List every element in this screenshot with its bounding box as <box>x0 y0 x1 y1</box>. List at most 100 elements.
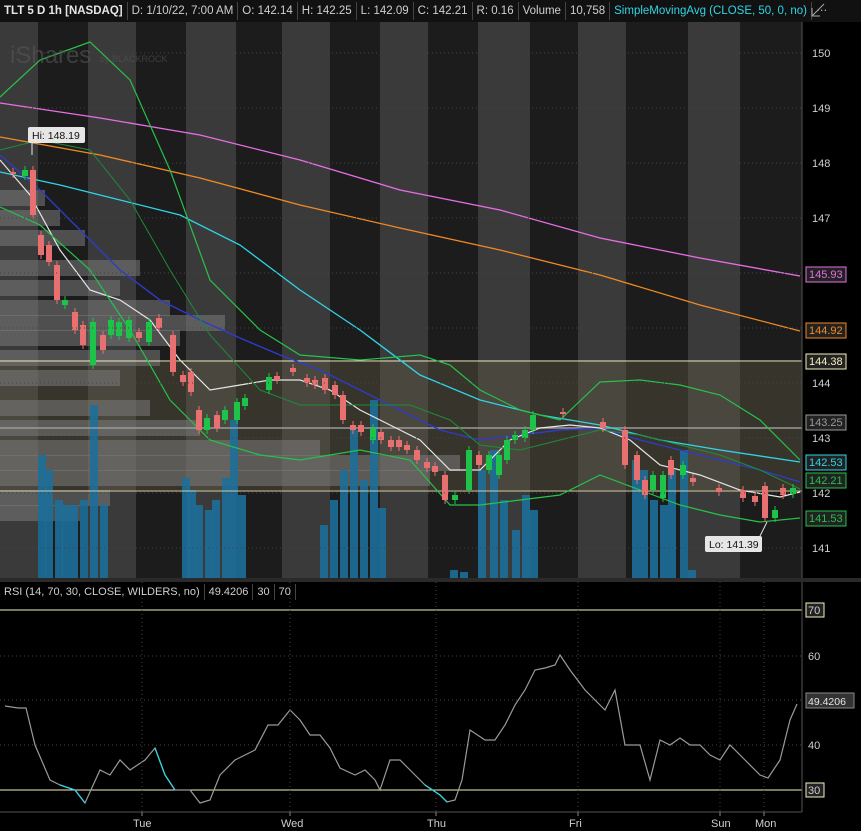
volume-bar <box>378 508 386 578</box>
volume-bar <box>38 455 46 578</box>
sma-study-label[interactable]: SimpleMovingAvg (CLOSE, 50, 0, no) <box>610 2 812 20</box>
hi-label: Hi: 148.19 <box>28 127 85 155</box>
candle-body <box>180 375 186 382</box>
session-band <box>282 22 330 578</box>
volume-label[interactable]: Volume <box>519 2 566 20</box>
candle-body <box>290 368 296 372</box>
rsi-header: RSI (14, 70, 30, CLOSE, WILDERS, no) 49.… <box>0 583 296 601</box>
candle-body <box>188 372 194 392</box>
candle-body <box>146 322 152 342</box>
volume-bar <box>62 505 70 578</box>
volume-bar <box>100 505 108 578</box>
profile-bar <box>0 260 140 276</box>
volume-bar <box>340 470 348 578</box>
price-marker-box <box>805 266 847 283</box>
candle-body <box>54 265 60 300</box>
rsi-study-label[interactable]: RSI (14, 70, 30, CLOSE, WILDERS, no) <box>0 584 205 600</box>
volume-value: 10,758 <box>566 2 611 20</box>
ellipsis-menu-icon[interactable]: ⋯ <box>815 5 828 17</box>
bar-range: R: 0.16 <box>473 2 519 20</box>
profile-bar <box>0 370 120 386</box>
volume-bar <box>222 478 230 578</box>
price-axis[interactable]: 150149148147146145144143142141 <box>0 48 830 555</box>
volume-bar <box>500 500 508 578</box>
ma-pink <box>0 102 801 277</box>
rsi-level-low: 30 <box>253 584 275 600</box>
candle-body <box>530 415 536 430</box>
volume-bar <box>350 430 358 578</box>
session-band <box>428 22 478 578</box>
volume-bar <box>530 510 538 578</box>
rsi-tick-label: 60 <box>808 651 820 663</box>
candle-body <box>522 430 528 438</box>
price-marker-box <box>805 353 847 370</box>
rsi-axis[interactable]: 70 60 40 30 <box>805 602 825 798</box>
volume-bar <box>70 505 78 578</box>
volume-bar <box>320 525 328 578</box>
candle-body <box>90 322 96 365</box>
volume-bar <box>238 495 246 578</box>
expand-icon[interactable] <box>811 3 825 17</box>
time-axis[interactable]: Tue Wed Thu Fri Sun Mon <box>133 582 776 830</box>
volume-bar <box>90 405 98 578</box>
candle-body <box>156 318 162 328</box>
panel-separator[interactable] <box>0 578 861 582</box>
time-tick-label: Sun <box>711 818 731 830</box>
price-marker-label: 144.38 <box>809 356 843 368</box>
candle-body <box>116 322 122 336</box>
volume-bar <box>55 500 63 578</box>
chart-header: TLT 5 D 1h [NASDAQ] D: 1/10/22, 7:00 AM … <box>0 0 861 22</box>
candle-body <box>274 376 280 380</box>
candle-body <box>424 462 430 468</box>
svg-text:Lo: 141.39: Lo: 141.39 <box>709 539 759 551</box>
symbol-label[interactable]: TLT 5 D 1h [NASDAQ] <box>0 2 128 20</box>
price-marker-box <box>805 322 847 339</box>
candle-body <box>642 480 648 495</box>
candle-body <box>762 486 768 518</box>
bar-date: D: 1/10/22, 7:00 AM <box>128 2 239 20</box>
price-marker-label: 145.93 <box>809 269 843 281</box>
candle-body <box>312 380 318 385</box>
session-band <box>688 22 740 578</box>
candle-body <box>38 235 44 255</box>
candle-body <box>772 510 778 518</box>
candle-body <box>108 320 114 335</box>
profile-bar <box>0 440 320 456</box>
watermark-sub: by BLACKROCK <box>100 54 168 64</box>
volume-bar <box>195 505 203 578</box>
candle-body <box>100 335 106 350</box>
candle-body <box>196 410 202 430</box>
volume-bar <box>370 400 378 578</box>
volume-bar <box>688 570 696 578</box>
svg-text:Hi: 148.19: Hi: 148.19 <box>32 130 80 142</box>
price-marker-label: 142.53 <box>809 457 843 469</box>
lo-label: Lo: 141.39 <box>705 521 768 552</box>
candle-body <box>62 300 68 305</box>
watermark-brand: iShares <box>10 42 91 69</box>
volume-bar <box>522 495 530 578</box>
volume-bar <box>188 490 196 578</box>
candle-body <box>660 475 666 498</box>
candle-body <box>370 428 376 440</box>
volume-bar <box>330 500 338 578</box>
volume-bar <box>512 530 520 578</box>
rsi-current-marker: 49.4206 <box>805 692 855 709</box>
volume-bar <box>640 470 648 578</box>
candle-body <box>72 312 78 330</box>
price-marker-box <box>805 510 847 527</box>
price-markers: 145.93 144.92 144.38 143.25 142.53 142.21 141.… <box>805 266 847 527</box>
candle-body <box>668 460 674 475</box>
ma-blue <box>0 154 801 483</box>
price-tick-label: 144 <box>812 378 830 390</box>
candle-body <box>442 475 448 500</box>
candle-body <box>404 445 410 450</box>
candle-body <box>136 332 142 338</box>
bar-close: C: 142.21 <box>414 2 473 20</box>
candle-body <box>690 478 696 482</box>
volume-bar <box>45 470 53 578</box>
price-marker-box <box>805 472 847 489</box>
time-tick-label: Thu <box>427 818 446 830</box>
volume-bar <box>212 500 220 578</box>
volume-bar <box>230 420 238 578</box>
